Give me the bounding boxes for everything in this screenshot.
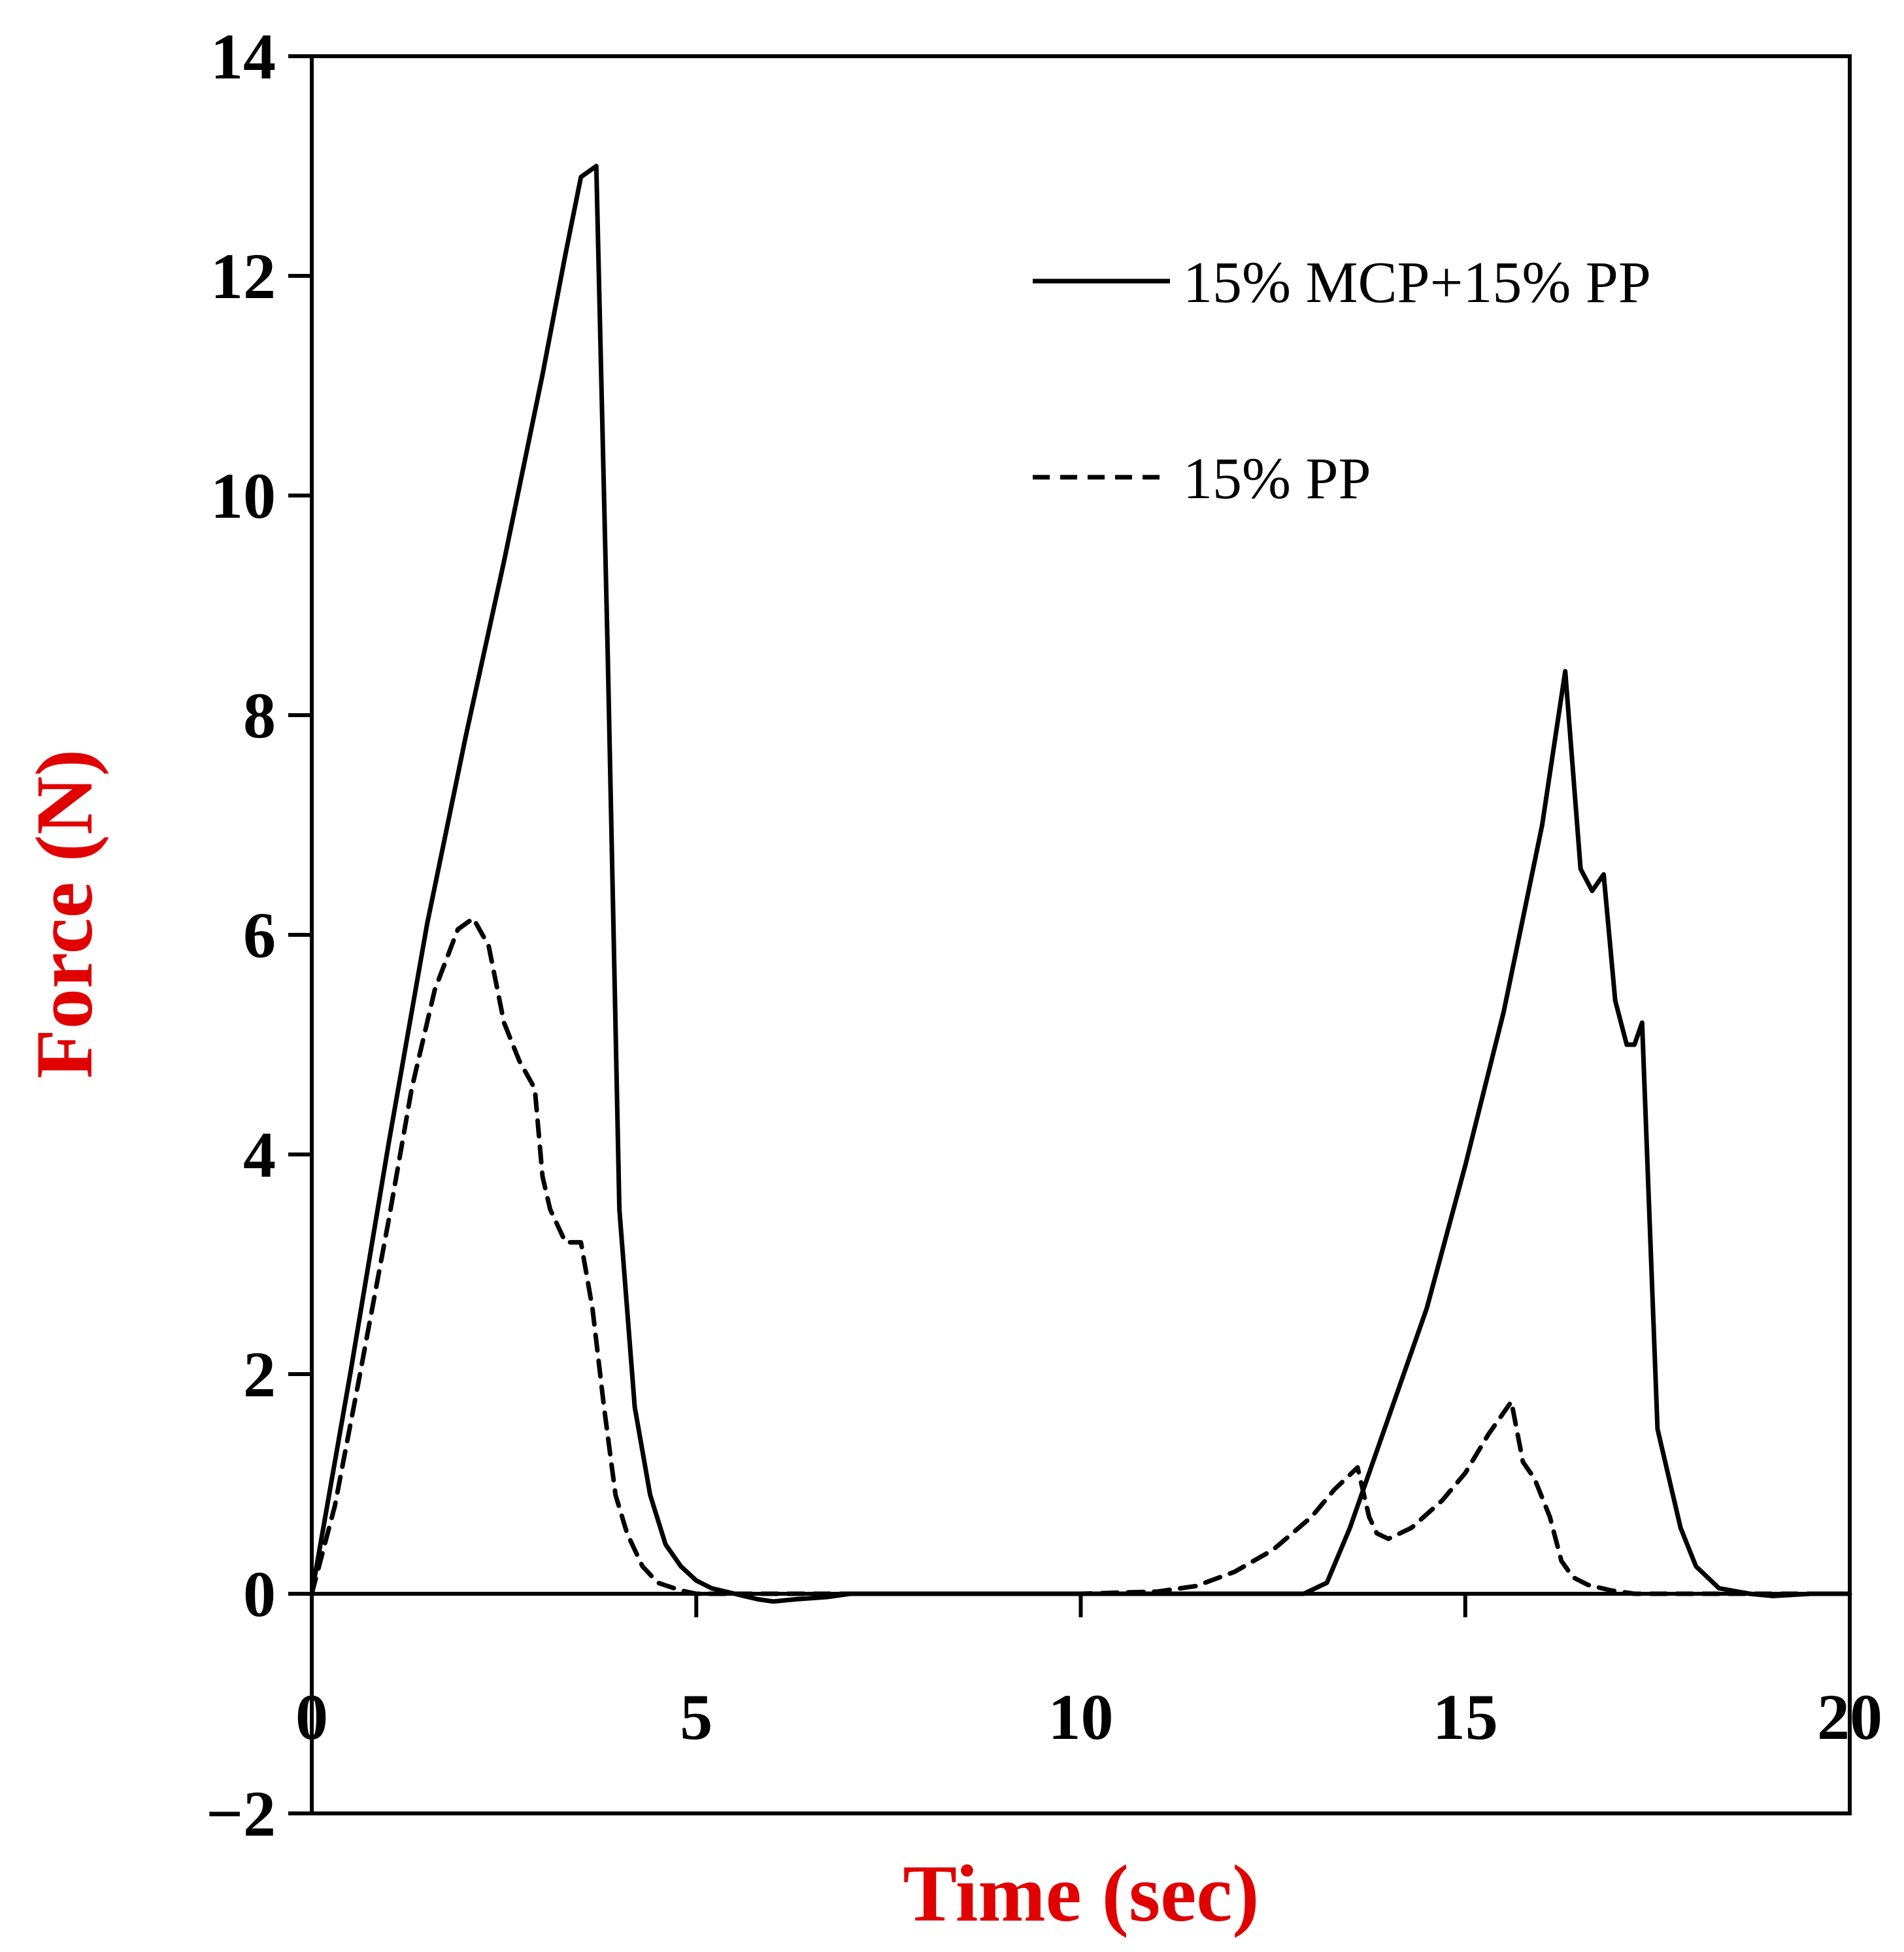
legend-label-pp: 15% PP — [1183, 446, 1371, 511]
series-line-mcp-pp — [309, 163, 1852, 1604]
y-tick-label: 14 — [210, 20, 276, 93]
legend: 15% MCP+15% PP 15% PP — [1033, 250, 1651, 511]
y-tick-label: 12 — [210, 240, 276, 312]
y-tick-label: 0 — [243, 1558, 276, 1630]
plot-marks — [309, 54, 1852, 1815]
y-tick-label: 10 — [210, 460, 276, 532]
x-tick-label: 0 — [295, 1681, 328, 1753]
y-tick-label: 6 — [243, 899, 276, 971]
series-line-pp — [309, 916, 1852, 1596]
legend-label-mcp-pp: 15% MCP+15% PP — [1183, 250, 1651, 315]
x-tick-label: 10 — [1048, 1681, 1114, 1753]
axis-ticks: −2 0 2 4 6 8 10 12 14 0 5 10 15 20 — [206, 20, 1882, 1850]
x-tick-label: 20 — [1817, 1681, 1882, 1753]
y-tick-label: −2 — [206, 1777, 276, 1850]
x-tick-label: 15 — [1433, 1681, 1498, 1753]
x-axis-title: Time (sec) — [903, 1849, 1259, 1938]
x-tick-label: 5 — [680, 1681, 712, 1753]
y-tick-label: 2 — [243, 1338, 276, 1411]
y-axis-title: Force (N) — [20, 749, 109, 1079]
y-tick-label: 4 — [243, 1119, 276, 1191]
plot-frame — [310, 54, 1852, 1815]
y-tick-label: 8 — [243, 679, 276, 752]
